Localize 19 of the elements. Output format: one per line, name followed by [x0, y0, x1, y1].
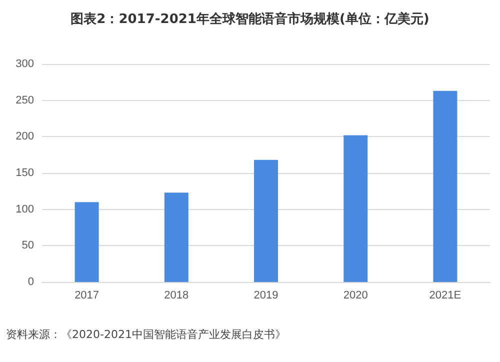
y-tick-label: 300: [16, 58, 34, 70]
chart-title: 图表2：2017-2021年全球智能语音市场规模(单位：亿美元): [70, 11, 430, 27]
x-tick-label: 2021E: [429, 290, 462, 302]
bar: [254, 160, 278, 282]
y-tick-label: 0: [28, 276, 34, 288]
bar: [164, 192, 188, 282]
text: 资料来源：《2020-2021中国智能语音产业发展白皮书》: [6, 328, 286, 341]
y-tick-label: 250: [16, 94, 34, 106]
x-tick-label: 2018: [164, 290, 189, 302]
y-tick-label: 50: [22, 240, 34, 252]
bar: [74, 202, 99, 282]
y-tick-label: 150: [16, 167, 34, 179]
x-tick-label: 2019: [254, 290, 278, 302]
y-tick-label: 100: [16, 203, 34, 216]
x-tick-label: 2020: [343, 290, 368, 302]
bar: [433, 90, 458, 282]
bar: [344, 135, 368, 282]
x-tick-label: 2017: [74, 290, 100, 302]
y-tick-label: 200: [16, 130, 34, 143]
